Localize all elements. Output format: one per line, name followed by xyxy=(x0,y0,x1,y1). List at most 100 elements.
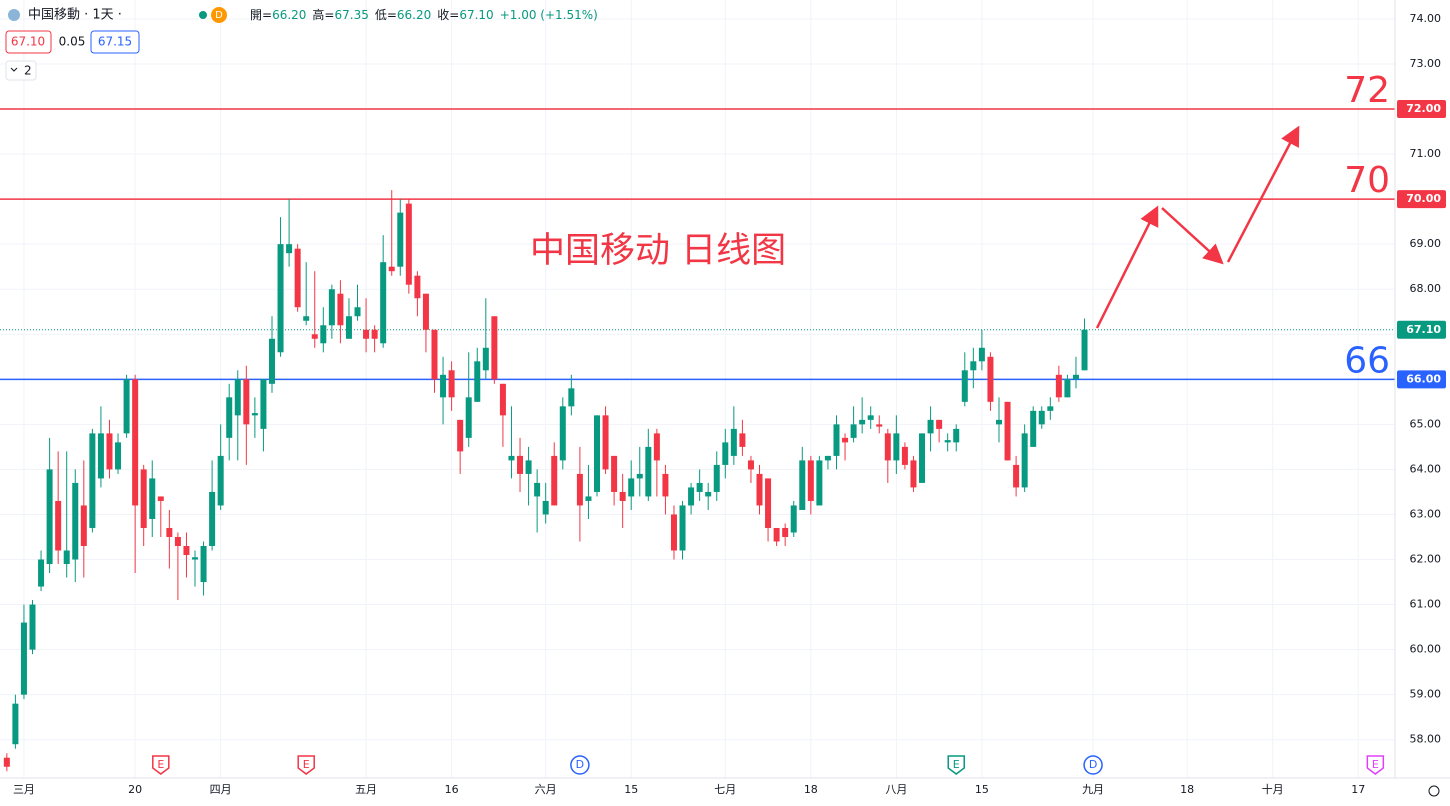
field-value: 67.35 xyxy=(334,8,368,22)
candle-body xyxy=(491,316,498,380)
candle-body xyxy=(927,419,934,434)
candle-body xyxy=(525,460,532,474)
candle-body xyxy=(149,478,156,519)
collapse-button[interactable] xyxy=(5,60,37,81)
candle-body xyxy=(354,307,361,317)
price-label-bg xyxy=(1397,320,1446,339)
event-badge xyxy=(152,755,170,775)
candle-body xyxy=(551,455,558,506)
candle-body xyxy=(568,388,575,407)
x-tick-label: 20 xyxy=(128,783,142,796)
candle-body xyxy=(12,703,19,745)
candle-body xyxy=(867,415,874,420)
ask-box[interactable] xyxy=(90,30,140,54)
candle-body xyxy=(311,334,318,339)
event-label: E xyxy=(157,758,164,771)
y-tick-label: 65.00 xyxy=(1410,417,1442,430)
x-tick-label: 九月 xyxy=(1082,783,1104,796)
y-tick-label: 59.00 xyxy=(1410,688,1442,701)
symbol[interactable]: 中国移動 · 1天 · xyxy=(28,8,122,23)
candle-body xyxy=(559,406,566,461)
candle-body xyxy=(824,455,831,461)
change: +1.00 (+1.51%) xyxy=(500,8,598,22)
y-tick-label: 69.00 xyxy=(1410,237,1442,250)
collapse-count: 2 xyxy=(24,64,32,78)
candle-body xyxy=(20,622,27,695)
candle-body xyxy=(508,455,515,461)
candle-body xyxy=(174,536,181,546)
event-label: E xyxy=(303,758,310,771)
candle-body xyxy=(636,473,643,479)
candle-body xyxy=(730,428,737,456)
candle-body xyxy=(995,419,1002,425)
x-tick-label: 15 xyxy=(975,783,989,796)
badge: D xyxy=(215,10,223,21)
candle-body xyxy=(893,433,900,461)
field-key: 高= xyxy=(312,7,334,22)
field-value: 66.20 xyxy=(397,8,431,22)
y-tick-label: 63.00 xyxy=(1410,507,1442,520)
candle-body xyxy=(46,469,53,565)
candle-body xyxy=(268,338,275,384)
candle-body xyxy=(243,379,250,425)
field-value: 67.10 xyxy=(459,8,493,22)
candle-body xyxy=(765,478,772,528)
candle-body xyxy=(106,433,113,470)
candle-body xyxy=(482,347,489,371)
candle-body xyxy=(328,289,335,326)
candle-body xyxy=(157,496,164,501)
candle-body xyxy=(277,244,284,353)
legend: 中国移動 · 1天 · D 開=66.20 高=67.35 低=66.20 收=67.… xyxy=(5,7,598,81)
bid-box[interactable] xyxy=(5,30,52,54)
candle-body xyxy=(696,482,703,492)
candle-body xyxy=(594,415,601,492)
candle-body xyxy=(1064,379,1071,398)
candle-body xyxy=(534,482,541,497)
event-label: E xyxy=(953,758,960,771)
candle-body xyxy=(722,442,729,465)
candle-body xyxy=(388,266,395,272)
candle-body xyxy=(807,460,814,501)
candle-body xyxy=(978,347,985,362)
candle-body xyxy=(115,442,122,470)
candle-body xyxy=(944,440,951,443)
candle-body xyxy=(226,397,233,438)
event-badge xyxy=(947,755,965,775)
candle-body xyxy=(29,604,36,650)
x-tick-label: 五月 xyxy=(355,783,377,796)
candle-body xyxy=(97,433,104,479)
event-badge xyxy=(570,755,590,775)
x-tick-label: 16 xyxy=(445,783,459,796)
candle-body xyxy=(585,496,592,501)
event-label: D xyxy=(1089,758,1097,771)
candle-body xyxy=(166,527,173,537)
event-label: E xyxy=(1372,758,1379,771)
x-tick-label: 四月 xyxy=(210,783,232,796)
event-label: D xyxy=(576,758,584,771)
candle-body xyxy=(713,464,720,492)
candle-body xyxy=(833,424,840,456)
candle-body xyxy=(910,460,917,488)
x-tick-label: 18 xyxy=(804,783,818,796)
symbol-icon xyxy=(8,9,20,21)
levels: 72 70 66 xyxy=(0,70,1395,381)
candle-body xyxy=(1081,329,1088,371)
price-label-bg xyxy=(1397,370,1446,389)
x-tick-label: 三月 xyxy=(13,783,35,796)
candle-body xyxy=(345,316,352,339)
x-tick-label: 七月 xyxy=(714,783,736,796)
settings-icon[interactable] xyxy=(1428,785,1440,797)
candle-body xyxy=(842,437,849,443)
candle-body xyxy=(705,491,712,497)
level-note: 66 xyxy=(1344,340,1390,381)
candle-body xyxy=(953,428,960,443)
ask: 67.15 xyxy=(98,35,132,49)
candle-body xyxy=(294,248,301,308)
candle-body xyxy=(440,374,447,398)
candle-body xyxy=(662,473,669,497)
candle-body xyxy=(645,446,652,497)
level-note: 72 xyxy=(1344,70,1390,111)
field-key: 收= xyxy=(437,8,459,22)
x-tick-label: 15 xyxy=(624,783,638,796)
